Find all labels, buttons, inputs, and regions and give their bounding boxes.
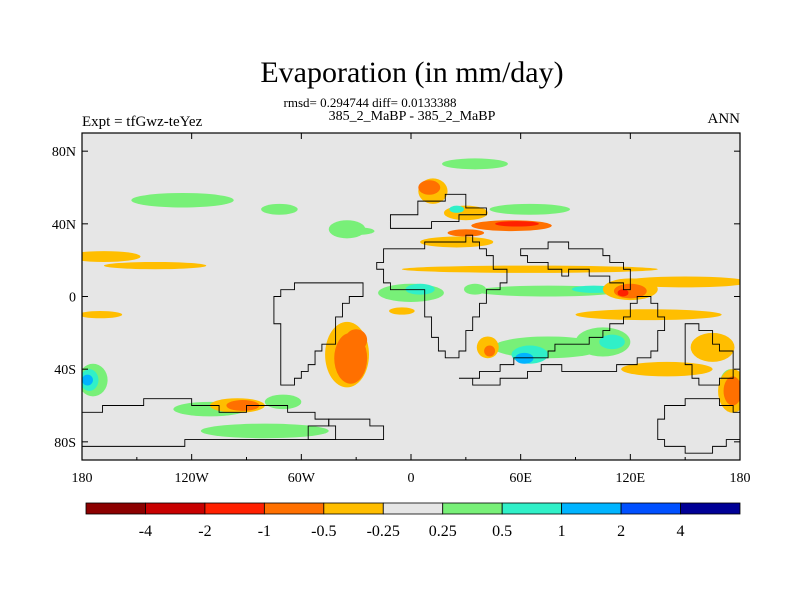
anomaly-region — [489, 203, 571, 215]
y-tick-label: 40S — [54, 363, 76, 378]
land-outline — [376, 234, 508, 359]
anomaly-region — [405, 283, 435, 295]
anomaly-region — [345, 227, 375, 235]
anomaly-region — [82, 374, 93, 386]
colorbar-box — [680, 502, 741, 515]
anomaly-region — [264, 394, 302, 410]
stats-line: rmsd= 0.294744 diff= 0.0133388 — [284, 95, 457, 110]
anomaly-region — [447, 229, 485, 237]
x-tick-label: 0 — [408, 471, 415, 486]
land-outline — [389, 193, 487, 229]
colorbar-box — [323, 502, 384, 515]
right-label: ANN — [708, 111, 741, 127]
anomaly-region — [131, 192, 234, 208]
anomaly-region — [599, 334, 625, 350]
anomaly-region — [389, 307, 415, 315]
anomaly-region — [690, 332, 735, 362]
anomaly-region — [575, 309, 722, 321]
colorbar-label: -4 — [139, 523, 152, 540]
x-tick-label: 60W — [288, 471, 316, 486]
anomaly-region — [82, 311, 123, 319]
anomaly-region — [617, 289, 629, 297]
land-outline — [520, 241, 631, 291]
colorbar-box — [382, 502, 444, 515]
y-tick-label: 0 — [69, 291, 76, 306]
y-axis: 80N 40N 0 40S 80S — [52, 145, 740, 451]
anomaly-region — [261, 203, 298, 215]
land-outline — [82, 398, 337, 447]
x-axis: 180 120W 60W 0 60E 120E 180 — [72, 133, 751, 486]
anomaly-region — [345, 329, 368, 351]
anomaly-region — [515, 352, 534, 364]
colorbar-box — [85, 502, 146, 515]
colorbar-label: 1 — [558, 523, 566, 540]
anomaly-region — [82, 251, 141, 262]
y-tick-label: 80S — [54, 436, 76, 451]
colorbar-box — [561, 502, 622, 515]
anomaly-region — [418, 180, 441, 195]
x-tick-label: 120E — [616, 471, 646, 486]
anomaly-region — [484, 345, 496, 357]
left-label: Expt = tfGwz-teYez — [82, 114, 203, 130]
land-outline — [273, 282, 364, 386]
y-tick-label: 80N — [52, 145, 76, 160]
land-outline — [458, 296, 666, 386]
anomaly-region — [442, 158, 508, 170]
colorbar-label: -2 — [198, 523, 211, 540]
x-tick-label: 180 — [72, 471, 93, 486]
anomaly-region — [103, 261, 207, 270]
chart-subtitle: 385_2_MaBP - 385_2_MaBP — [329, 109, 496, 124]
y-tick-label: 40N — [52, 218, 76, 233]
colorbar-box — [501, 502, 563, 515]
anomaly-region — [495, 221, 539, 227]
colorbar-box — [263, 502, 325, 515]
colorbar-label: 2 — [617, 523, 625, 540]
x-tick-label: 60E — [509, 471, 532, 486]
colorbar: -4 -2 -1 -0.5 -0.25 0.25 0.5 1 2 4 — [85, 502, 741, 540]
x-tick-label: 180 — [730, 471, 751, 486]
colorbar-box — [442, 502, 503, 515]
colorbar-label: -1 — [258, 523, 271, 540]
colorbar-box — [204, 502, 265, 515]
colorbar-label: 0.5 — [492, 523, 512, 540]
anomaly-region — [200, 423, 329, 439]
anomaly-region — [226, 400, 260, 411]
x-tick-label: 120W — [175, 471, 210, 486]
chart-title: Evaporation (in mm/day) — [260, 56, 563, 89]
colorbar-label: -0.5 — [311, 523, 336, 540]
anomaly-region — [401, 265, 658, 273]
colorbar-label: -0.25 — [367, 523, 400, 540]
colorbar-box — [145, 502, 206, 515]
colorbar-box — [620, 502, 681, 515]
anomaly-region — [723, 376, 740, 406]
land-outline — [684, 323, 734, 386]
map-field — [82, 133, 740, 460]
land-outline — [657, 398, 740, 454]
anomaly-region — [449, 205, 465, 213]
anomaly-region — [621, 361, 713, 377]
land-outline — [307, 418, 385, 441]
colorbar-label: 0.25 — [429, 523, 457, 540]
colorbar-label: 4 — [677, 523, 685, 540]
